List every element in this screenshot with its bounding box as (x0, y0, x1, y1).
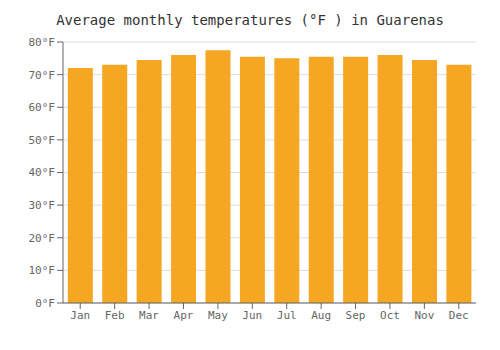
svg-text:Apr: Apr (174, 309, 194, 322)
svg-text:10°F: 10°F (29, 264, 56, 277)
svg-text:Nov: Nov (414, 309, 434, 322)
svg-text:May: May (208, 309, 228, 322)
svg-text:Dec: Dec (449, 309, 469, 322)
svg-text:70°F: 70°F (29, 69, 56, 82)
svg-text:0°F: 0°F (35, 297, 55, 310)
svg-text:Jan: Jan (70, 309, 90, 322)
svg-text:Aug: Aug (311, 309, 331, 322)
svg-text:30°F: 30°F (29, 199, 56, 212)
svg-text:Sep: Sep (346, 309, 366, 322)
svg-text:50°F: 50°F (29, 134, 56, 147)
svg-text:60°F: 60°F (29, 101, 56, 114)
svg-text:Mar: Mar (139, 309, 159, 322)
html-text:Average monthly temperatures (: Average monthly temperatures (°F ) in Gu… (56, 12, 444, 28)
svg-text:Jul: Jul (277, 309, 297, 322)
svg-text:80°F: 80°F (29, 36, 56, 49)
svg-text:20°F: 20°F (29, 232, 56, 245)
svg-text:Jun: Jun (242, 309, 262, 322)
svg-text:Oct: Oct (380, 309, 400, 322)
svg-text:Feb: Feb (105, 309, 125, 322)
svg-text:40°F: 40°F (29, 166, 56, 179)
